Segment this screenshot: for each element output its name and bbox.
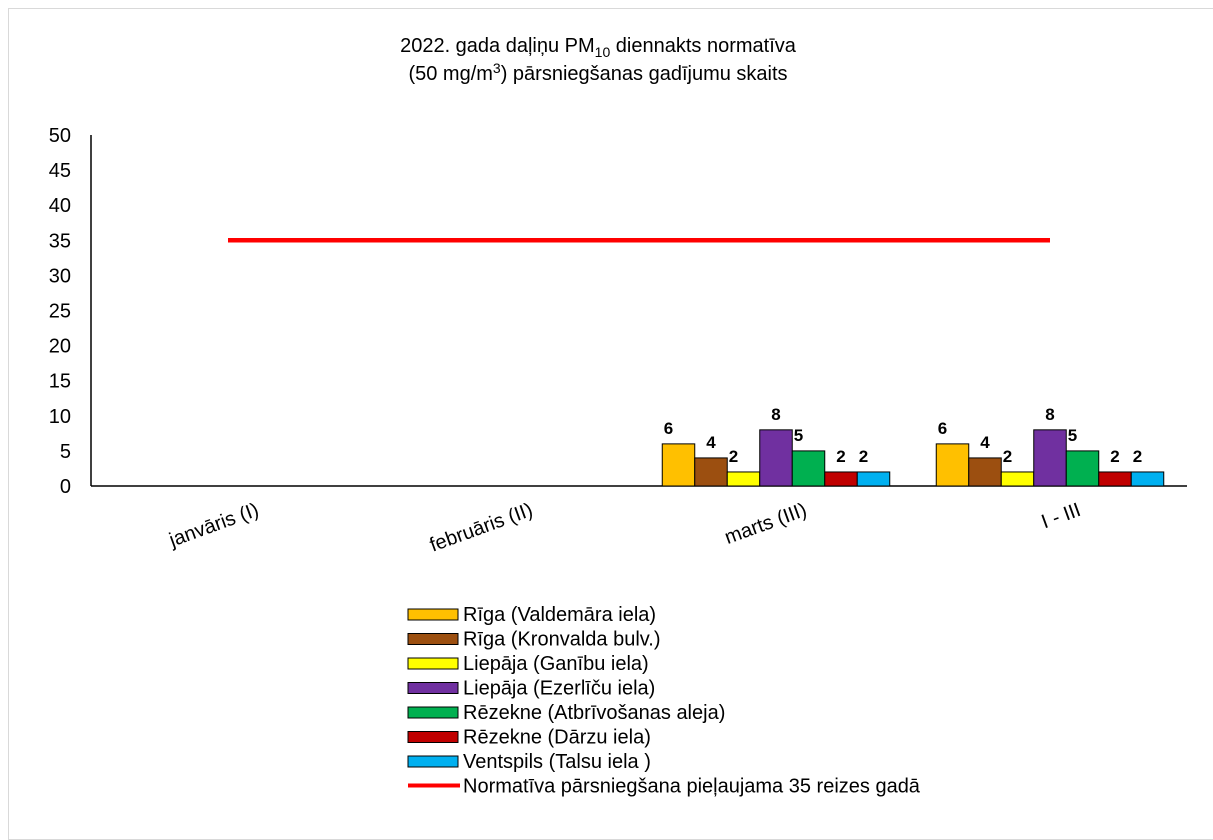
data-label: 5 bbox=[794, 426, 803, 445]
x-tick-label: marts (III) bbox=[722, 499, 810, 549]
chart-title-line2: (50 mg/m3) pārsniegšanas gadījumu skaits bbox=[408, 60, 787, 85]
data-label: 6 bbox=[938, 419, 947, 438]
y-tick-label: 0 bbox=[60, 476, 71, 498]
y-tick-label: 5 bbox=[60, 441, 71, 463]
legend-swatch bbox=[407, 682, 459, 694]
data-label: 8 bbox=[1045, 405, 1054, 424]
y-axis: 0 5 10 15 20 25 30 35 40 45 50 bbox=[49, 125, 92, 498]
bar-series bbox=[661, 429, 1165, 487]
data-label: 2 bbox=[1133, 447, 1142, 466]
bar bbox=[661, 443, 696, 487]
x-axis: janvāris (I) februāris (II) marts (III) I -… bbox=[91, 485, 1187, 557]
bar bbox=[1033, 429, 1067, 487]
y-tick-label: 30 bbox=[49, 265, 71, 287]
data-label: 2 bbox=[1110, 447, 1119, 466]
legend-label: Rīga (Kronvalda bulv.) bbox=[463, 629, 661, 651]
legend-label: Rīga (Valdemāra iela) bbox=[463, 604, 656, 626]
legend-label: Liepāja (Ezerlīču iela) bbox=[463, 678, 655, 700]
x-tick-label: I - III bbox=[1039, 499, 1084, 533]
legend-label: Liepāja (Ganību iela) bbox=[463, 653, 649, 675]
title-subscript: 10 bbox=[595, 44, 611, 60]
data-label: 2 bbox=[859, 447, 868, 466]
y-tick-label: 20 bbox=[49, 336, 71, 358]
legend-label: Normatīva pārsniegšana pieļaujama 35 rei… bbox=[463, 776, 921, 798]
y-tick-label: 25 bbox=[49, 301, 71, 323]
legend-swatch bbox=[407, 633, 459, 645]
data-label: 6 bbox=[664, 419, 673, 438]
legend: Rīga (Valdemāra iela) Rīga (Kronvalda bul… bbox=[407, 604, 921, 798]
bar bbox=[1098, 471, 1132, 487]
y-tick-label: 50 bbox=[49, 125, 71, 147]
y-tick-label: 40 bbox=[49, 195, 71, 217]
bar bbox=[935, 443, 970, 487]
legend-label: Rēzekne (Atbrīvošanas aleja) bbox=[463, 702, 725, 724]
data-label: 2 bbox=[1003, 447, 1012, 466]
data-label: 4 bbox=[706, 433, 716, 452]
data-label: 5 bbox=[1068, 426, 1077, 445]
y-tick-label: 15 bbox=[49, 371, 71, 393]
bar bbox=[1065, 450, 1100, 487]
legend-label: Rēzekne (Dārzu iela) bbox=[463, 727, 651, 749]
legend-swatch bbox=[407, 731, 459, 743]
legend-label: Ventspils (Talsu iela ) bbox=[463, 751, 651, 773]
bar bbox=[694, 457, 728, 487]
bar bbox=[824, 471, 858, 487]
bar bbox=[856, 471, 891, 487]
bar bbox=[1000, 471, 1035, 487]
data-label: 2 bbox=[729, 447, 738, 466]
bar bbox=[791, 450, 826, 487]
bar bbox=[1130, 471, 1165, 487]
legend-swatch bbox=[407, 608, 459, 621]
title-superscript: 3 bbox=[493, 60, 501, 76]
y-tick-label: 45 bbox=[49, 160, 71, 182]
data-label: 4 bbox=[980, 433, 990, 452]
y-tick-label: 35 bbox=[49, 230, 71, 252]
legend-swatch bbox=[407, 657, 459, 670]
data-label: 2 bbox=[836, 447, 845, 466]
y-tick-label: 10 bbox=[49, 406, 71, 428]
x-tick-label: janvāris (I) bbox=[166, 499, 262, 552]
chart-title-line1: 2022. gada daļiņu PM10 diennakts normatī… bbox=[400, 35, 797, 60]
bar bbox=[726, 471, 761, 487]
x-tick-label: februāris (II) bbox=[427, 499, 536, 557]
legend-swatch bbox=[407, 706, 459, 719]
data-label: 8 bbox=[771, 405, 780, 424]
legend-swatch bbox=[407, 755, 459, 768]
bar bbox=[968, 457, 1002, 487]
bar bbox=[759, 429, 793, 487]
data-labels: 6 64 42 28 85 52 22 2 bbox=[664, 405, 1142, 466]
